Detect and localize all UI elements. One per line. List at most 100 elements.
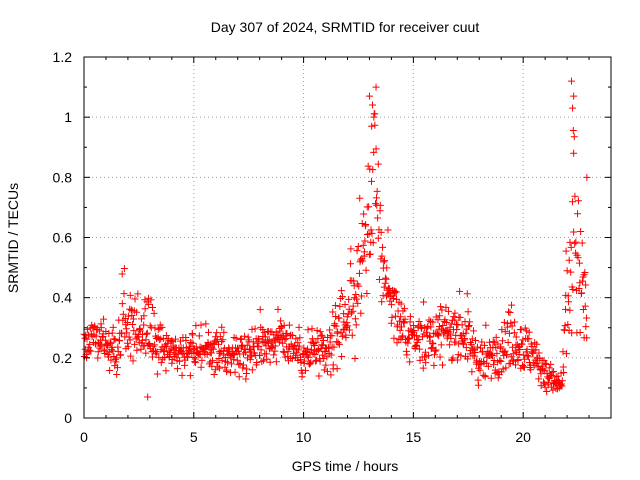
data-point <box>186 372 194 380</box>
data-point <box>362 221 370 229</box>
data-point <box>533 340 541 348</box>
data-point <box>560 368 568 376</box>
data-point <box>583 334 591 342</box>
data-point <box>361 237 369 245</box>
data-point <box>149 342 157 350</box>
data-point <box>145 339 153 347</box>
data-point <box>451 316 459 324</box>
data-point <box>347 260 355 268</box>
data-point <box>368 177 376 185</box>
data-point <box>337 287 345 295</box>
data-point <box>329 361 337 369</box>
data-point <box>380 258 388 266</box>
data-point <box>552 373 560 381</box>
data-point <box>352 295 360 303</box>
data-point <box>464 308 472 316</box>
data-point <box>514 357 522 365</box>
data-point <box>236 360 244 368</box>
data-point <box>221 363 229 371</box>
y-axis-label: SRMTID / TECUs <box>5 183 21 293</box>
data-point <box>198 356 206 364</box>
data-point <box>327 371 335 379</box>
data-point <box>548 368 556 376</box>
data-point <box>456 287 464 295</box>
data-point <box>83 335 91 343</box>
data-point <box>344 322 352 330</box>
data-point <box>427 323 435 331</box>
data-point <box>581 302 589 310</box>
data-point <box>103 342 111 350</box>
x-axis-label: GPS time / hours <box>292 458 399 474</box>
data-point <box>383 264 391 272</box>
data-point <box>489 361 497 369</box>
data-point <box>260 328 268 336</box>
data-point <box>126 336 134 344</box>
data-point <box>400 319 408 327</box>
chart-title: Day 307 of 2024, SRMTID for receiver cuu… <box>211 19 480 35</box>
data-point <box>162 367 170 375</box>
data-point <box>488 352 496 360</box>
data-point <box>131 340 139 348</box>
data-point <box>510 357 518 365</box>
data-point <box>578 289 586 297</box>
data-point <box>106 338 114 346</box>
data-point <box>195 332 203 340</box>
data-point <box>539 366 547 374</box>
data-point <box>391 287 399 295</box>
data-point <box>118 270 126 278</box>
data-point <box>545 364 553 372</box>
data-point <box>343 319 351 327</box>
data-point <box>347 309 355 317</box>
data-point <box>559 348 567 356</box>
data-point <box>304 353 312 361</box>
data-point <box>326 338 334 346</box>
data-point <box>345 295 353 303</box>
data-point <box>153 370 161 378</box>
data-point <box>359 257 367 265</box>
data-point <box>218 357 226 365</box>
data-point <box>101 336 109 344</box>
data-point <box>415 335 423 343</box>
data-point <box>518 340 526 348</box>
data-point <box>378 298 386 306</box>
data-point <box>488 351 496 359</box>
data-point <box>256 306 264 314</box>
data-point <box>437 341 445 349</box>
data-point <box>507 319 515 327</box>
data-point <box>147 296 155 304</box>
data-point <box>133 346 141 354</box>
data-point <box>138 336 146 344</box>
data-point <box>312 338 320 346</box>
data-point <box>465 322 473 330</box>
data-point <box>571 239 579 247</box>
data-point <box>517 325 525 333</box>
data-point <box>334 328 342 336</box>
data-point <box>119 310 127 318</box>
data-point <box>382 275 390 283</box>
data-point <box>391 312 399 320</box>
data-point <box>503 351 511 359</box>
data-point <box>331 302 339 310</box>
data-point <box>412 341 420 349</box>
data-point <box>449 354 457 362</box>
data-point <box>251 325 259 333</box>
data-point <box>341 300 349 308</box>
data-point <box>348 331 356 339</box>
data-point <box>113 364 121 372</box>
data-point <box>162 332 170 340</box>
data-point <box>426 333 434 341</box>
data-point <box>508 322 516 330</box>
data-point <box>340 318 348 326</box>
data-point <box>423 324 431 332</box>
data-point <box>274 305 282 313</box>
data-point <box>579 277 587 285</box>
data-point <box>504 338 512 346</box>
data-point <box>535 349 543 357</box>
data-point <box>301 367 309 375</box>
data-point <box>375 275 383 283</box>
data-point <box>94 348 102 356</box>
data-point <box>446 341 454 349</box>
data-point <box>210 370 218 378</box>
data-point <box>528 343 536 351</box>
data-point <box>307 358 315 366</box>
